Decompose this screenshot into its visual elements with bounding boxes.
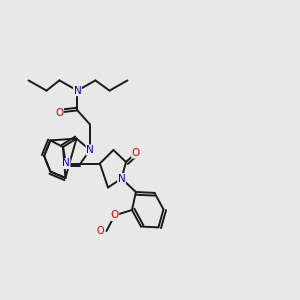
Text: O: O: [96, 226, 104, 236]
Text: N: N: [74, 85, 81, 96]
Text: N: N: [118, 173, 125, 184]
Text: O: O: [55, 107, 64, 118]
Text: N: N: [62, 158, 70, 169]
Text: O: O: [132, 148, 140, 158]
Text: N: N: [86, 145, 94, 155]
Text: O: O: [110, 210, 119, 220]
